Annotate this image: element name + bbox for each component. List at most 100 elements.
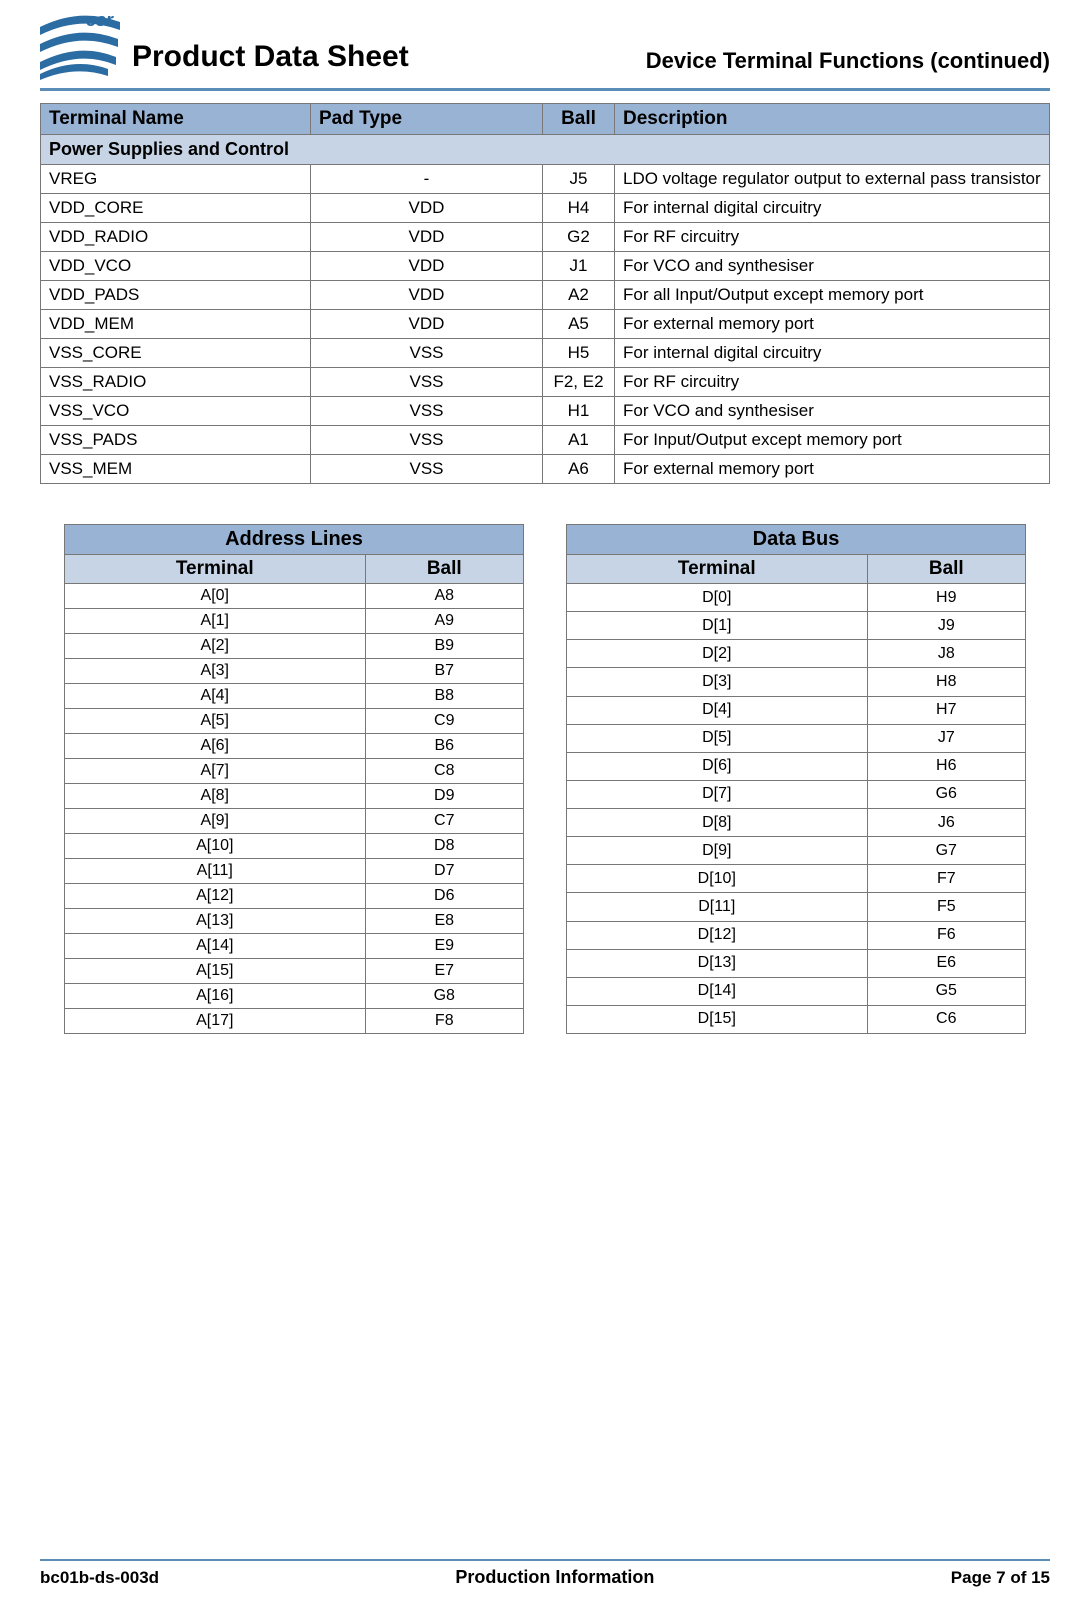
cell-description: For VCO and synthesiser [615,252,1050,281]
cell-terminal: A[5] [65,709,366,734]
data-bus-tbody: D[0]H9D[1]J9D[2]J8D[3]H8D[4]H7D[5]J7D[6]… [567,584,1026,1034]
table-row: A[4]B8 [65,684,524,709]
cell-terminal: A[12] [65,884,366,909]
cell-description: For internal digital circuitry [615,339,1050,368]
table-row: VDD_COREVDDH4For internal digital circui… [41,194,1050,223]
table-row: VREG-J5LDO voltage regulator output to e… [41,165,1050,194]
cell-ball: G7 [867,837,1025,865]
page-subtitle: Device Terminal Functions (continued) [646,48,1050,74]
cell-ball: J1 [543,252,615,281]
cell-ball: G6 [867,780,1025,808]
table-row: A[9]C7 [65,809,524,834]
cell-ball: A6 [543,455,615,484]
cell-ball: E6 [867,949,1025,977]
cell-pad-type: VSS [311,397,543,426]
cell-pad-type: VSS [311,339,543,368]
table-row: D[13]E6 [567,949,1026,977]
cell-ball: C9 [365,709,523,734]
cell-ball: F6 [867,921,1025,949]
data-bus-header-row: Terminal Ball [567,555,1026,584]
cell-ball: D9 [365,784,523,809]
cell-terminal-name: VSS_CORE [41,339,311,368]
cell-pad-type: VDD [311,281,543,310]
cell-description: For internal digital circuitry [615,194,1050,223]
cell-terminal-name: VREG [41,165,311,194]
footer-center-label: Production Information [455,1567,654,1588]
table-row: A[8]D9 [65,784,524,809]
cell-ball: B8 [365,684,523,709]
cell-terminal: D[7] [567,780,868,808]
cell-terminal-name: VDD_PADS [41,281,311,310]
page-title: Product Data Sheet [132,40,409,74]
cell-ball: C8 [365,759,523,784]
cell-terminal: A[0] [65,584,366,609]
th-ball: Ball [543,104,615,135]
cell-ball: C7 [365,809,523,834]
cell-terminal: A[7] [65,759,366,784]
cell-terminal-name: VSS_MEM [41,455,311,484]
cell-ball: G5 [867,977,1025,1005]
cell-terminal: A[2] [65,634,366,659]
cell-terminal: A[16] [65,984,366,1009]
table-row: D[4]H7 [567,696,1026,724]
footer-rule [40,1559,1050,1561]
cell-terminal: A[8] [65,784,366,809]
cell-ball: H8 [867,668,1025,696]
cell-terminal: D[2] [567,640,868,668]
table-row: D[7]G6 [567,780,1026,808]
cell-pad-type: VSS [311,426,543,455]
cell-terminal-name: VDD_MEM [41,310,311,339]
cell-description: For RF circuitry [615,223,1050,252]
table-row: A[14]E9 [65,934,524,959]
table-row: VSS_VCOVSSH1For VCO and synthesiser [41,397,1050,426]
cell-pad-type: VSS [311,368,543,397]
cell-terminal: A[1] [65,609,366,634]
address-lines-title: Address Lines [65,525,524,555]
svg-text:csr: csr [86,10,114,30]
table-row: A[13]E8 [65,909,524,934]
cell-ball: J5 [543,165,615,194]
databus-th-ball: Ball [867,555,1025,584]
cell-ball: A9 [365,609,523,634]
table-row: A[17]F8 [65,1009,524,1034]
cell-ball: F7 [867,865,1025,893]
cell-terminal: D[5] [567,724,868,752]
cell-terminal: A[14] [65,934,366,959]
logo-title-group: csr Product Data Sheet [40,10,409,80]
cell-terminal-name: VSS_RADIO [41,368,311,397]
data-bus-title-row: Data Bus [567,525,1026,555]
cell-ball: J9 [867,612,1025,640]
table-row: VSS_RADIOVSSF2, E2For RF circuitry [41,368,1050,397]
table-row: D[1]J9 [567,612,1026,640]
cell-ball: E9 [365,934,523,959]
cell-terminal-name: VDD_VCO [41,252,311,281]
cell-terminal: A[13] [65,909,366,934]
table-row: A[15]E7 [65,959,524,984]
cell-pad-type: VDD [311,223,543,252]
cell-pad-type: VDD [311,252,543,281]
cell-ball: A1 [543,426,615,455]
cell-terminal: D[10] [567,865,868,893]
cell-terminal: D[15] [567,1005,868,1033]
table-row: D[6]H6 [567,752,1026,780]
cell-terminal: D[0] [567,584,868,612]
cell-terminal-name: VDD_CORE [41,194,311,223]
cell-ball: J7 [867,724,1025,752]
cell-description: LDO voltage regulator output to external… [615,165,1050,194]
table-row: D[12]F6 [567,921,1026,949]
address-lines-tbody: A[0]A8A[1]A9A[2]B9A[3]B7A[4]B8A[5]C9A[6]… [65,584,524,1034]
table-row: D[3]H8 [567,668,1026,696]
cell-description: For external memory port [615,455,1050,484]
cell-terminal: D[8] [567,809,868,837]
cell-terminal: D[1] [567,612,868,640]
cell-ball: A8 [365,584,523,609]
cell-ball: G2 [543,223,615,252]
cell-terminal-name: VDD_RADIO [41,223,311,252]
page-header: csr Product Data Sheet Device Terminal F… [40,0,1050,91]
cell-ball: E8 [365,909,523,934]
cell-ball: A5 [543,310,615,339]
cell-terminal: A[10] [65,834,366,859]
table-row: A[6]B6 [65,734,524,759]
th-description: Description [615,104,1050,135]
footer-doc-id: bc01b-ds-003d [40,1568,159,1588]
